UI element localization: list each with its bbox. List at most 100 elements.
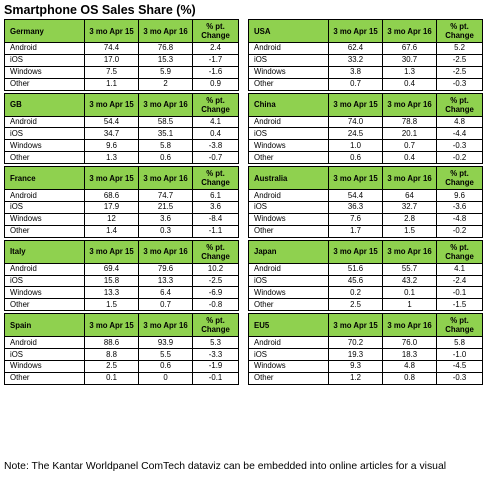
apr16-cell: 0.6 bbox=[138, 360, 193, 373]
os-cell: iOS bbox=[248, 127, 329, 141]
table-row: iOS 36.3 32.7 -3.6 bbox=[248, 201, 483, 214]
col-header-change: % pt. Change bbox=[436, 19, 483, 43]
change-cell: 5.8 bbox=[436, 336, 483, 350]
apr15-cell: 0.6 bbox=[328, 151, 383, 165]
col-header-change: % pt. Change bbox=[436, 166, 483, 191]
os-cell: Other bbox=[4, 224, 85, 238]
col-header-apr15: 3 mo Apr 15 bbox=[328, 313, 383, 338]
apr15-cell: 1.0 bbox=[328, 139, 383, 153]
apr16-cell: 58.5 bbox=[138, 115, 193, 129]
os-cell: Other bbox=[248, 77, 329, 91]
apr15-cell: 62.4 bbox=[328, 42, 383, 55]
apr15-cell: 1.1 bbox=[84, 77, 139, 91]
apr15-cell: 1.5 bbox=[84, 298, 139, 312]
table-row-pair: Italy 3 mo Apr 15 3 mo Apr 16% pt. Change A… bbox=[4, 239, 483, 312]
apr16-cell: 55.7 bbox=[382, 262, 437, 276]
apr16-cell: 2 bbox=[138, 77, 193, 91]
col-header-apr15: 3 mo Apr 15 bbox=[328, 239, 383, 264]
apr16-cell: 0.4 bbox=[382, 151, 437, 165]
country-table: EU5 3 mo Apr 15 3 mo Apr 16% pt. Change And… bbox=[248, 313, 483, 385]
apr15-cell: 13.3 bbox=[84, 286, 139, 300]
table-row: Other 1.4 0.3 -1.1 bbox=[4, 224, 239, 238]
col-header-apr16: 3 mo Apr 16 bbox=[382, 239, 437, 264]
apr15-cell: 0.2 bbox=[328, 286, 383, 300]
apr15-cell: 74.4 bbox=[84, 42, 139, 55]
change-cell: 5.2 bbox=[436, 42, 483, 55]
table-row: Windows 9.3 4.8 -4.5 bbox=[248, 360, 483, 373]
country-table: Italy 3 mo Apr 15 3 mo Apr 16% pt. Change A… bbox=[4, 239, 239, 312]
table-row: Android 74.4 76.8 2.4 bbox=[4, 42, 239, 55]
apr15-cell: 7.5 bbox=[84, 65, 139, 79]
apr15-cell: 36.3 bbox=[328, 201, 383, 214]
os-cell: Android bbox=[4, 262, 85, 276]
country-table: France 3 mo Apr 15 3 mo Apr 16% pt. Change… bbox=[4, 166, 239, 238]
os-cell: Android bbox=[248, 115, 329, 129]
apr15-cell: 74.0 bbox=[328, 115, 383, 129]
apr15-cell: 68.6 bbox=[84, 189, 139, 203]
os-cell: iOS bbox=[4, 274, 85, 288]
change-cell: -4.4 bbox=[436, 127, 483, 141]
col-header-apr15: 3 mo Apr 15 bbox=[328, 92, 383, 117]
tables-grid: Germany 3 mo Apr 15 3 mo Apr 16% pt. Chang… bbox=[4, 19, 483, 387]
apr15-cell: 54.4 bbox=[84, 115, 139, 129]
os-cell: Other bbox=[4, 151, 85, 165]
country-header: USA bbox=[248, 19, 329, 43]
apr16-cell: 6.4 bbox=[138, 286, 193, 300]
os-cell: Windows bbox=[248, 65, 329, 79]
table-row: Windows 7.6 2.8 -4.8 bbox=[248, 212, 483, 226]
change-cell: -0.3 bbox=[436, 371, 483, 385]
apr16-cell: 78.8 bbox=[382, 115, 437, 129]
country-table: Germany 3 mo Apr 15 3 mo Apr 16% pt. Chang… bbox=[4, 19, 239, 91]
os-cell: Android bbox=[4, 336, 85, 350]
country-header: China bbox=[248, 92, 329, 117]
country-header: Japan bbox=[248, 239, 329, 264]
table-row: Other 2.5 1 -1.5 bbox=[248, 298, 483, 312]
os-cell: Other bbox=[4, 371, 85, 385]
os-cell: iOS bbox=[4, 201, 85, 214]
table-row: Other 0.7 0.4 -0.3 bbox=[248, 77, 483, 91]
os-cell: iOS bbox=[248, 348, 329, 362]
page-title: Smartphone OS Sales Share (%) bbox=[4, 3, 196, 17]
col-header-apr16: 3 mo Apr 16 bbox=[382, 92, 437, 117]
table-row: Other 0.1 0 -0.1 bbox=[4, 371, 239, 385]
os-cell: Android bbox=[248, 42, 329, 55]
os-cell: Other bbox=[248, 224, 329, 238]
table-row: Other 0.6 0.4 -0.2 bbox=[248, 151, 483, 165]
os-cell: iOS bbox=[4, 127, 85, 141]
change-cell: -2.5 bbox=[436, 65, 483, 79]
change-cell: -2.4 bbox=[436, 274, 483, 288]
country-header: France bbox=[4, 166, 85, 191]
change-cell: -1.9 bbox=[192, 360, 239, 373]
apr15-cell: 0.1 bbox=[84, 371, 139, 385]
table-row: iOS 45.6 43.2 -2.4 bbox=[248, 274, 483, 288]
col-header-change: % pt. Change bbox=[192, 313, 239, 338]
os-cell: Android bbox=[248, 189, 329, 203]
col-header-apr15: 3 mo Apr 15 bbox=[328, 166, 383, 191]
apr15-cell: 9.3 bbox=[328, 360, 383, 373]
country-table: Japan 3 mo Apr 15 3 mo Apr 16% pt. Change A… bbox=[248, 239, 483, 312]
country-header: Spain bbox=[4, 313, 85, 338]
os-cell: Other bbox=[248, 371, 329, 385]
table-row: Android 70.2 76.0 5.8 bbox=[248, 336, 483, 350]
os-cell: Windows bbox=[4, 212, 85, 226]
apr16-cell: 2.8 bbox=[382, 212, 437, 226]
table-row: iOS 34.7 35.1 0.4 bbox=[4, 127, 239, 141]
apr15-cell: 45.6 bbox=[328, 274, 383, 288]
table-row: Windows 7.5 5.9 -1.6 bbox=[4, 65, 239, 79]
change-cell: -1.0 bbox=[436, 348, 483, 362]
os-cell: Android bbox=[248, 262, 329, 276]
os-cell: Windows bbox=[248, 286, 329, 300]
apr15-cell: 1.2 bbox=[328, 371, 383, 385]
apr16-cell: 0.4 bbox=[382, 77, 437, 91]
apr15-cell: 1.7 bbox=[328, 224, 383, 238]
col-header-change: % pt. Change bbox=[436, 239, 483, 264]
country-table: USA 3 mo Apr 15 3 mo Apr 16% pt. Change And… bbox=[248, 19, 483, 91]
apr15-cell: 15.8 bbox=[84, 274, 139, 288]
change-cell: 3.6 bbox=[192, 201, 239, 214]
os-cell: iOS bbox=[248, 274, 329, 288]
apr15-cell: 1.3 bbox=[84, 151, 139, 165]
table-row: iOS 24.5 20.1 -4.4 bbox=[248, 127, 483, 141]
change-cell: -0.3 bbox=[436, 139, 483, 153]
change-cell: -0.8 bbox=[192, 298, 239, 312]
apr15-cell: 0.7 bbox=[328, 77, 383, 91]
